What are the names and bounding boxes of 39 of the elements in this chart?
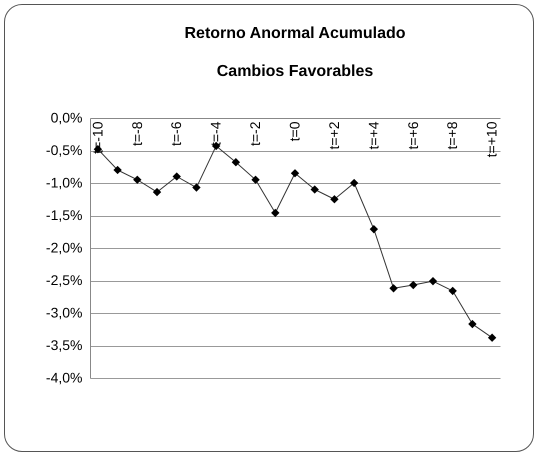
y-tick-label: -2,0% [46, 240, 82, 256]
point [290, 169, 300, 178]
point [448, 286, 457, 296]
x-tick-label: t=+4 [365, 121, 382, 150]
point [192, 183, 201, 192]
point [271, 208, 280, 218]
y-tick-label: -1,5% [46, 207, 82, 223]
y-tick-label: -3,0% [46, 304, 82, 320]
chart-subtitle: Cambios Favorables [216, 63, 374, 80]
point [251, 176, 260, 184]
point [133, 176, 142, 184]
point [428, 276, 438, 286]
y-tick-label: 0,0% [50, 110, 82, 126]
point [232, 158, 240, 166]
y-tick-label: -4,0% [46, 370, 82, 386]
point [113, 166, 122, 174]
y-tick-label: -3,5% [46, 337, 82, 353]
x-tick-label: t=+10 [484, 121, 500, 158]
point [468, 320, 477, 328]
x-tick-label: t=-2 [247, 121, 264, 146]
x-tick-label: t=+6 [404, 121, 421, 150]
point [350, 178, 358, 188]
y-tick-label: -1,0% [46, 174, 82, 190]
chart-title: Retorno Anormal Acumulado [184, 25, 406, 42]
point [330, 195, 339, 204]
point [409, 280, 418, 290]
point [488, 334, 496, 342]
x-tick-label: t=+8 [444, 121, 460, 150]
point [310, 185, 319, 194]
y-tick-label: -0,5% [46, 142, 82, 158]
point [370, 224, 378, 234]
x-tick-label: t=+2 [326, 121, 342, 150]
point [172, 172, 181, 181]
x-tick-label: t=0 [286, 121, 302, 142]
y-tick-label: -2,5% [46, 272, 82, 288]
point [152, 188, 162, 196]
x-tick-label: t=-8 [128, 121, 145, 146]
point [389, 284, 398, 292]
x-tick-label: t=-6 [168, 121, 184, 146]
